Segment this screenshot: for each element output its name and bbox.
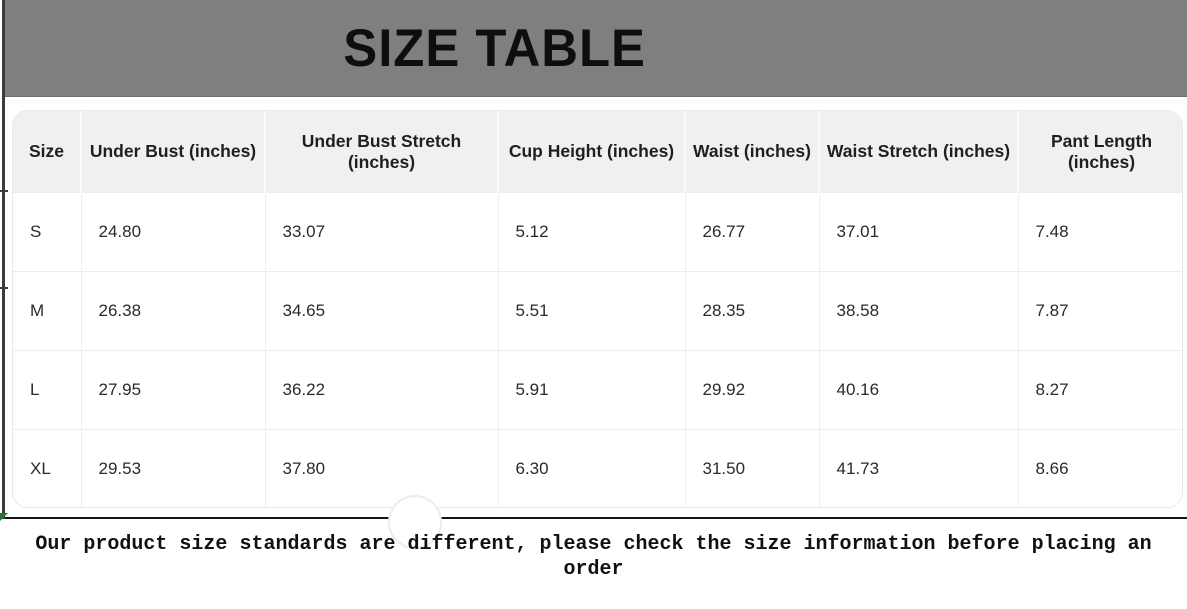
size-table-card: Size Under Bust (inches) Under Bust Stre…: [12, 110, 1183, 508]
left-edge-tick: [0, 190, 8, 192]
cell-waist-stretch: 38.58: [818, 271, 1018, 351]
left-white-strip: [0, 0, 2, 609]
cell-pant-length: 8.66: [1017, 429, 1182, 507]
size-table: Size Under Bust (inches) Under Bust Stre…: [13, 111, 1182, 507]
cell-size: S: [13, 192, 81, 272]
cell-pant-length: 7.48: [1017, 192, 1182, 272]
col-header-size: Size: [13, 111, 81, 193]
col-header-cup-height: Cup Height (inches): [497, 111, 685, 193]
green-corner-mark: [0, 513, 8, 521]
cell-waist: 26.77: [684, 192, 819, 272]
col-header-pant-length: Pant Length (inches): [1017, 111, 1182, 193]
cell-under-bust-stretch: 36.22: [264, 350, 498, 430]
footer-note: Our product size standards are different…: [35, 533, 1152, 581]
cell-waist-stretch: 37.01: [818, 192, 1018, 272]
col-header-under-bust: Under Bust (inches): [80, 111, 265, 193]
cell-under-bust-stretch: 34.65: [264, 271, 498, 351]
cell-waist-stretch: 41.73: [818, 429, 1018, 507]
footer: Our product size standards are different…: [0, 532, 1187, 582]
title-box: SIZE TABLE: [0, 0, 990, 96]
table-row-s: S 24.80 33.07 5.12 26.77 37.01 7.48: [13, 192, 1182, 272]
cell-waist: 28.35: [684, 271, 819, 351]
cell-under-bust-stretch: 37.80: [264, 429, 498, 507]
cell-waist: 31.50: [684, 429, 819, 507]
cell-under-bust: 24.80: [80, 192, 265, 272]
table-row-xl: XL 29.53 37.80 6.30 31.50 41.73 8.66: [13, 429, 1182, 507]
cell-size: M: [13, 271, 81, 351]
cell-under-bust-stretch: 33.07: [264, 192, 498, 272]
cell-waist-stretch: 40.16: [818, 350, 1018, 430]
cell-size: XL: [13, 429, 81, 507]
cell-under-bust: 27.95: [80, 350, 265, 430]
cell-cup-height: 5.12: [497, 192, 685, 272]
notch-circle: [388, 495, 442, 549]
cell-cup-height: 6.30: [497, 429, 685, 507]
title-banner: SIZE TABLE: [0, 0, 1187, 97]
col-header-waist-stretch: Waist Stretch (inches): [818, 111, 1018, 193]
table-row-l: L 27.95 36.22 5.91 29.92 40.16 8.27: [13, 350, 1182, 430]
cell-size: L: [13, 350, 81, 430]
cell-under-bust: 26.38: [80, 271, 265, 351]
cell-pant-length: 8.27: [1017, 350, 1182, 430]
cell-waist: 29.92: [684, 350, 819, 430]
cell-under-bust: 29.53: [80, 429, 265, 507]
cell-pant-length: 7.87: [1017, 271, 1182, 351]
cell-cup-height: 5.91: [497, 350, 685, 430]
page-title: SIZE TABLE: [343, 18, 647, 78]
left-edge-line: [2, 0, 5, 519]
divider-line: [0, 517, 1187, 519]
left-edge-tick: [0, 287, 8, 289]
col-header-waist: Waist (inches): [684, 111, 819, 193]
cell-cup-height: 5.51: [497, 271, 685, 351]
table-row-m: M 26.38 34.65 5.51 28.35 38.58 7.87: [13, 271, 1182, 351]
table-header-row: Size Under Bust (inches) Under Bust Stre…: [13, 111, 1182, 193]
col-header-under-bust-stretch: Under Bust Stretch (inches): [264, 111, 498, 193]
